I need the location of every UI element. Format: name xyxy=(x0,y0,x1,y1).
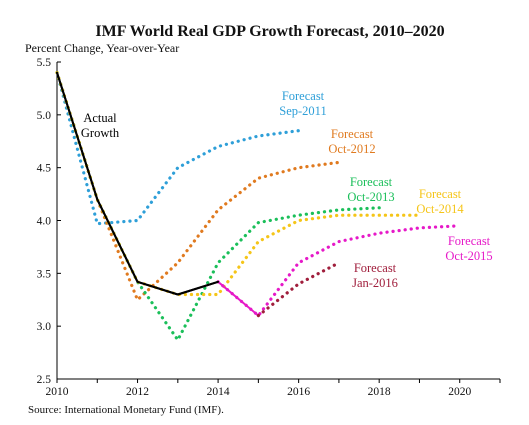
series-label-forecast-sep-2011: Forecast Sep-2011 xyxy=(279,89,326,118)
y-tick-label: 4.5 xyxy=(37,163,52,175)
x-tick-label: 2010 xyxy=(46,386,69,398)
y-tick-label: 5.5 xyxy=(37,57,52,69)
y-tick-label: 5.0 xyxy=(37,110,52,122)
series-line-forecast-oct-2012 xyxy=(55,70,341,302)
series-label-forecast-oct-2012: Forecast Oct-2012 xyxy=(328,127,375,156)
series-line-forecast-sep-2011 xyxy=(55,70,301,226)
y-tick-label: 2.5 xyxy=(37,374,52,386)
series-label-forecast-oct-2013: Forecast Oct-2013 xyxy=(347,175,394,204)
x-tick-label: 2014 xyxy=(207,386,230,398)
series-layer xyxy=(55,70,462,342)
series-line-forecast-oct-2015 xyxy=(216,224,462,318)
series-line-forecast-oct-2015-solid xyxy=(217,280,260,317)
series-line-actual-growth-top xyxy=(56,72,219,296)
y-tick-label: 4.0 xyxy=(37,216,52,228)
series-line-forecast-oct-2014 xyxy=(55,70,422,297)
series-label-forecast-oct-2015: Forecast Oct-2015 xyxy=(445,234,492,263)
x-tick-label: 2020 xyxy=(448,386,471,398)
y-tick-label: 3.5 xyxy=(37,268,52,280)
series-line-forecast-jan-2016 xyxy=(256,261,341,318)
x-tick-label: 2012 xyxy=(126,386,149,398)
source-note: Source: International Monetary Fund (IMF… xyxy=(28,404,224,416)
y-tick-label: 3.0 xyxy=(37,321,52,333)
y-axis-label: Percent Change, Year-over-Year xyxy=(25,41,179,55)
series-line-actual-growth xyxy=(56,71,220,296)
series-label-forecast-oct-2014: Forecast Oct-2014 xyxy=(416,187,464,216)
x-tick-label: 2016 xyxy=(287,386,310,398)
series-label-forecast-jan-2016: Forecast Jan-2016 xyxy=(352,261,398,290)
chart-title: IMF World Real GDP Growth Forecast, 2010… xyxy=(95,23,444,40)
x-tick-label: 2018 xyxy=(368,386,391,398)
series-label-actual-growth: Actual Growth xyxy=(81,111,120,140)
axes: 2010 2012 2014 2016 2018 2020 2.5 3.0 3.5 4.0 4.5 5… xyxy=(37,57,501,398)
